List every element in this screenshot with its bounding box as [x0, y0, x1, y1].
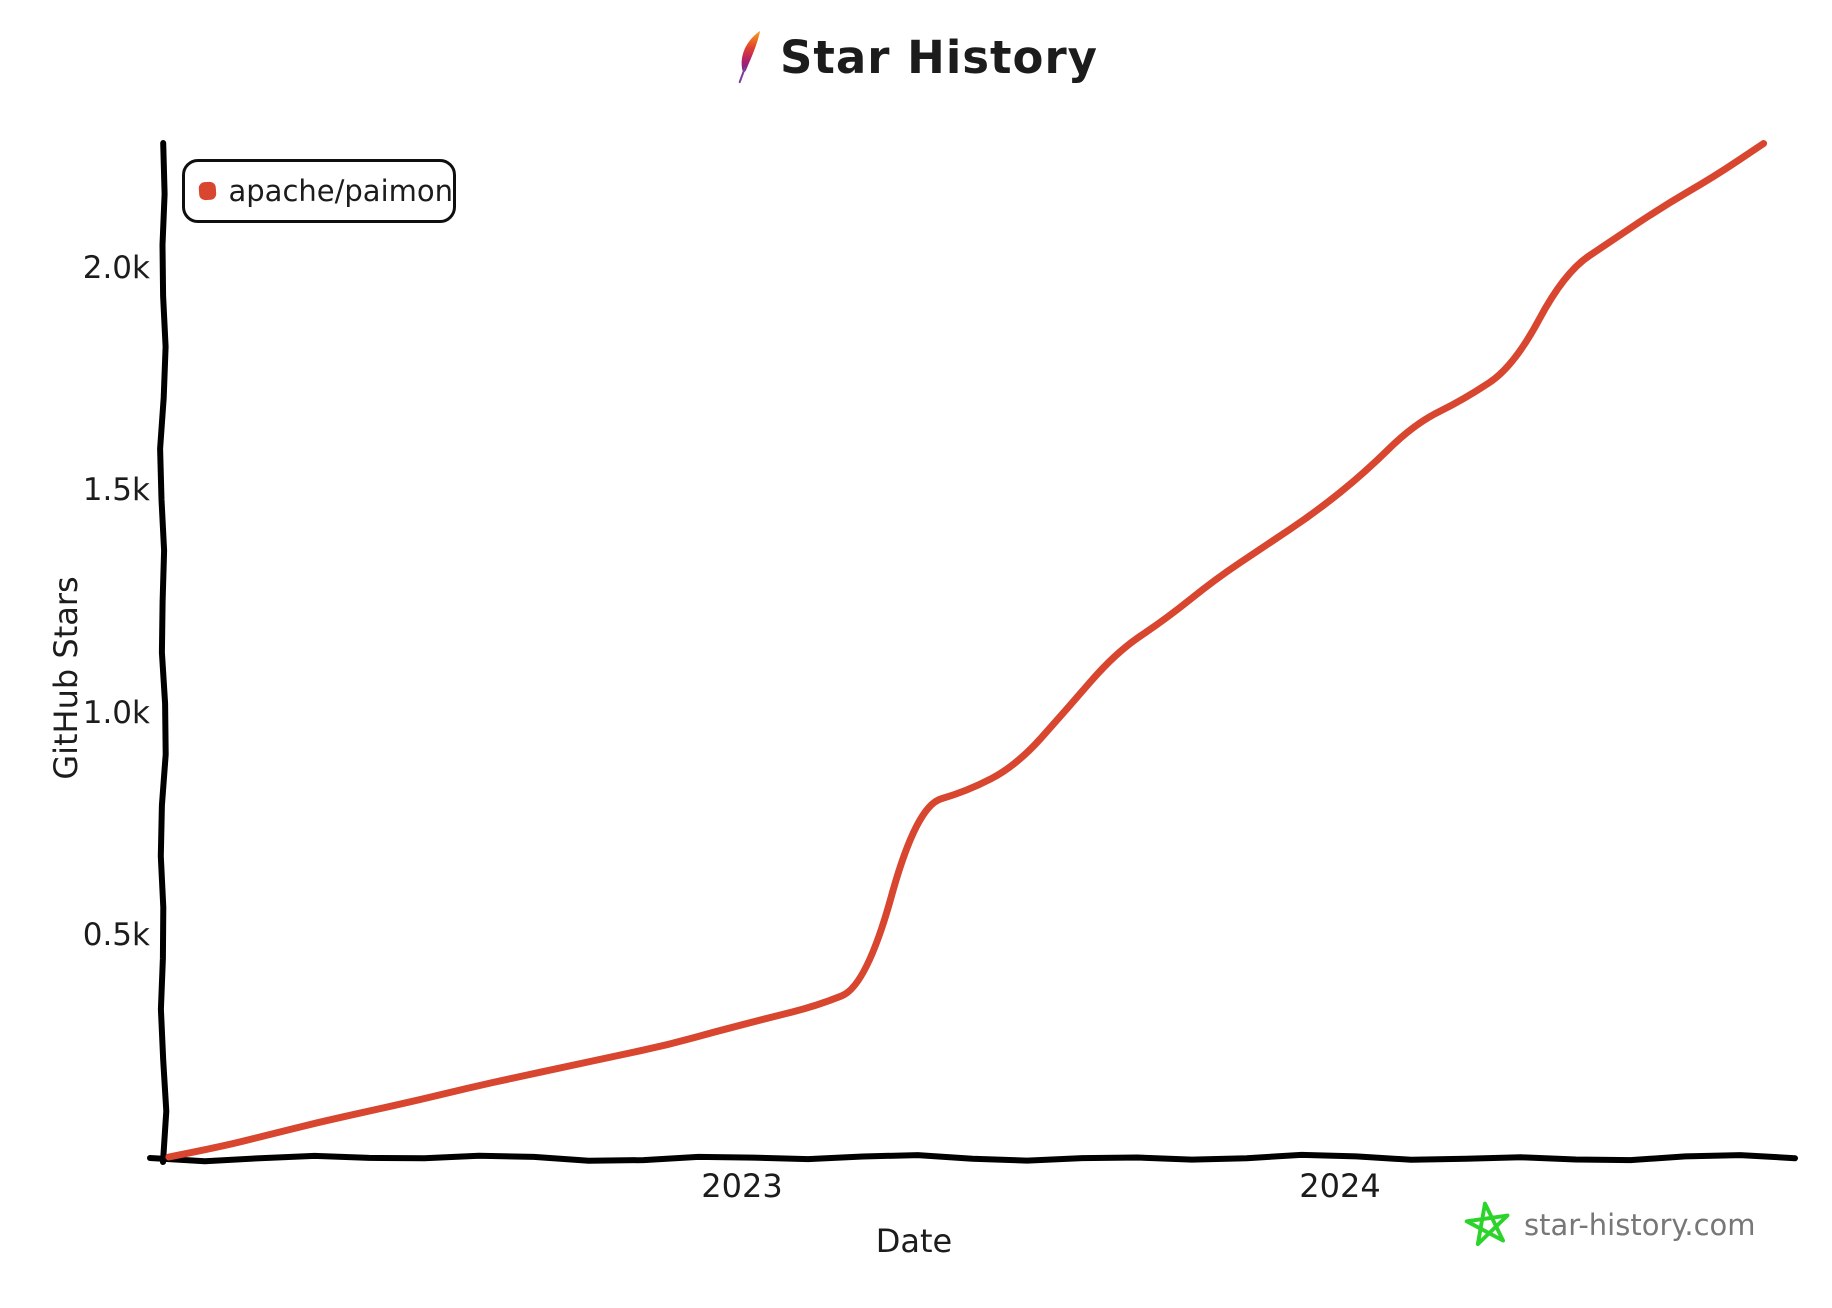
y-tick-1000: 1.0k — [82, 695, 150, 731]
x-axis-title: Date — [875, 1222, 953, 1260]
y-tick-500: 0.5k — [82, 917, 150, 953]
y-axis-line — [157, 140, 170, 1165]
chart-title-group: Star History — [734, 30, 1098, 84]
y-tick-2000: 2.0k — [82, 250, 150, 286]
legend-marker — [198, 181, 217, 201]
series-line — [165, 140, 1768, 1161]
page-title: Star History — [780, 30, 1098, 84]
legend-series-label: apache/paimon — [228, 174, 454, 208]
feather-body — [741, 30, 761, 72]
watermark-text: star-history.com — [1524, 1208, 1756, 1242]
y-axis-title: GitHub Stars — [47, 576, 85, 780]
watermark-link[interactable]: star-history.com — [1462, 1196, 1756, 1254]
watermark-star-icon — [1464, 1201, 1510, 1247]
apache-feather-icon — [738, 30, 761, 84]
feather-quill — [738, 67, 746, 84]
x-tick-2023: 2023 — [701, 1167, 783, 1205]
x-tick-2024: 2024 — [1299, 1167, 1381, 1205]
legend: apache/paimon — [182, 159, 456, 223]
y-tick-1500: 1.5k — [82, 472, 150, 508]
x-axis-line — [147, 1151, 1798, 1165]
